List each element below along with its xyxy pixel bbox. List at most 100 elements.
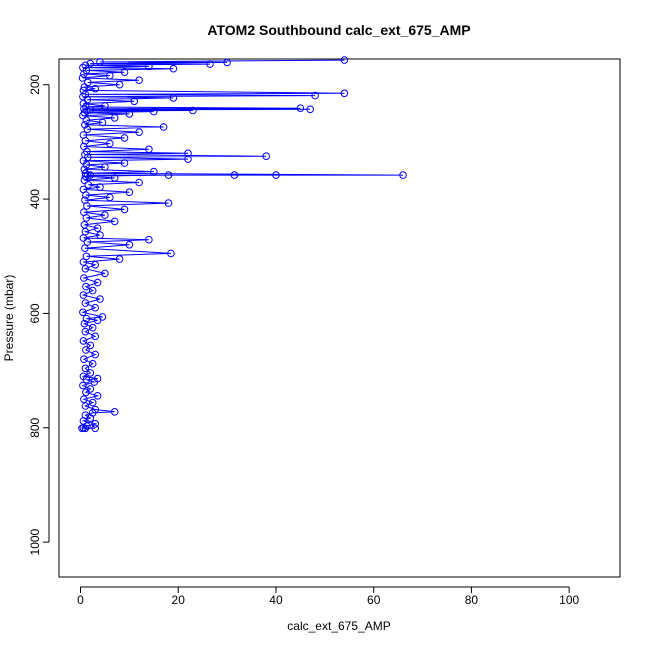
data-point xyxy=(91,261,99,269)
data-point xyxy=(96,183,104,191)
data-point xyxy=(82,214,91,222)
data-point xyxy=(150,167,158,176)
data-point xyxy=(164,199,173,207)
data-point xyxy=(86,369,95,377)
data-point xyxy=(150,107,158,116)
data-point xyxy=(145,145,153,154)
data-point xyxy=(91,84,99,93)
data-point xyxy=(82,388,90,397)
x-axis-label: calc_ext_675_AMP xyxy=(287,619,390,633)
data-point xyxy=(80,176,89,184)
data-point xyxy=(206,60,214,68)
data-point xyxy=(80,319,89,328)
data-point xyxy=(91,332,99,341)
data-series-layer xyxy=(78,56,407,433)
data-point xyxy=(130,97,139,106)
x-tick-label: 0 xyxy=(77,593,84,607)
data-point xyxy=(82,116,91,124)
data-point xyxy=(86,171,95,179)
data-point xyxy=(81,265,90,273)
data-point xyxy=(125,188,134,196)
data-point xyxy=(88,286,97,295)
data-point xyxy=(81,61,90,70)
data-point xyxy=(79,258,88,266)
data-point xyxy=(296,104,305,112)
data-point xyxy=(120,134,129,142)
data-point xyxy=(93,392,102,400)
data-point xyxy=(82,346,90,354)
data-point xyxy=(106,71,114,80)
data-point xyxy=(86,59,95,68)
data-point xyxy=(101,163,109,171)
data-point xyxy=(101,102,109,110)
data-point xyxy=(83,95,92,104)
data-point xyxy=(145,235,153,244)
data-point xyxy=(80,355,88,364)
data-point xyxy=(86,414,95,422)
data-point xyxy=(93,278,102,287)
data-point xyxy=(96,231,104,239)
data-point xyxy=(91,424,99,433)
data-point xyxy=(81,137,90,145)
x-tick-label: 60 xyxy=(367,593,381,607)
data-point xyxy=(125,110,134,118)
data-point xyxy=(106,193,114,202)
data-point xyxy=(115,255,124,263)
data-point xyxy=(91,350,99,359)
data-point xyxy=(82,375,91,384)
data-point xyxy=(88,359,97,368)
data-point xyxy=(88,323,97,332)
data-point xyxy=(82,282,90,291)
data-point xyxy=(90,378,98,386)
data-point xyxy=(81,402,90,410)
data-point xyxy=(91,303,99,312)
data-point xyxy=(262,152,271,160)
data-point xyxy=(79,291,88,299)
x-tick-label: 40 xyxy=(269,593,283,607)
y-tick-label: 600 xyxy=(28,303,42,323)
data-point xyxy=(145,62,153,71)
data-point xyxy=(106,139,114,148)
data-point xyxy=(86,341,95,350)
data-point xyxy=(120,159,129,167)
data-point xyxy=(159,123,168,131)
x-axis: 0 20 40 60 80 100 xyxy=(77,586,580,607)
data-point xyxy=(110,408,119,416)
data-point xyxy=(82,161,91,169)
data-point xyxy=(167,249,175,258)
data-point xyxy=(81,424,90,433)
data-point xyxy=(93,224,102,232)
data-point xyxy=(135,76,143,84)
data-point xyxy=(83,202,91,210)
y-tick-label: 400 xyxy=(28,189,42,209)
x-tick-label: 20 xyxy=(172,593,186,607)
data-point xyxy=(83,422,91,430)
data-point xyxy=(81,299,90,307)
y-tick-label: 1000 xyxy=(28,528,42,555)
x-tick-label: 80 xyxy=(465,593,479,607)
data-point xyxy=(164,171,173,179)
data-point xyxy=(98,118,107,127)
data-point xyxy=(184,155,192,163)
data-point xyxy=(399,171,407,179)
data-point xyxy=(81,364,90,373)
data-point xyxy=(101,211,109,219)
data-point xyxy=(306,105,315,114)
data-point xyxy=(340,89,349,98)
data-point xyxy=(81,327,90,336)
data-point xyxy=(79,381,87,390)
data-point xyxy=(88,398,97,407)
data-point xyxy=(101,269,109,278)
data-point xyxy=(80,395,88,404)
data-point xyxy=(79,308,87,317)
data-point xyxy=(81,121,89,129)
data-point xyxy=(82,314,91,323)
data-point xyxy=(78,74,87,82)
data-point xyxy=(96,58,104,66)
data-point xyxy=(115,80,124,89)
data-point xyxy=(184,149,192,158)
data-point xyxy=(79,337,88,345)
data-point xyxy=(135,178,143,187)
